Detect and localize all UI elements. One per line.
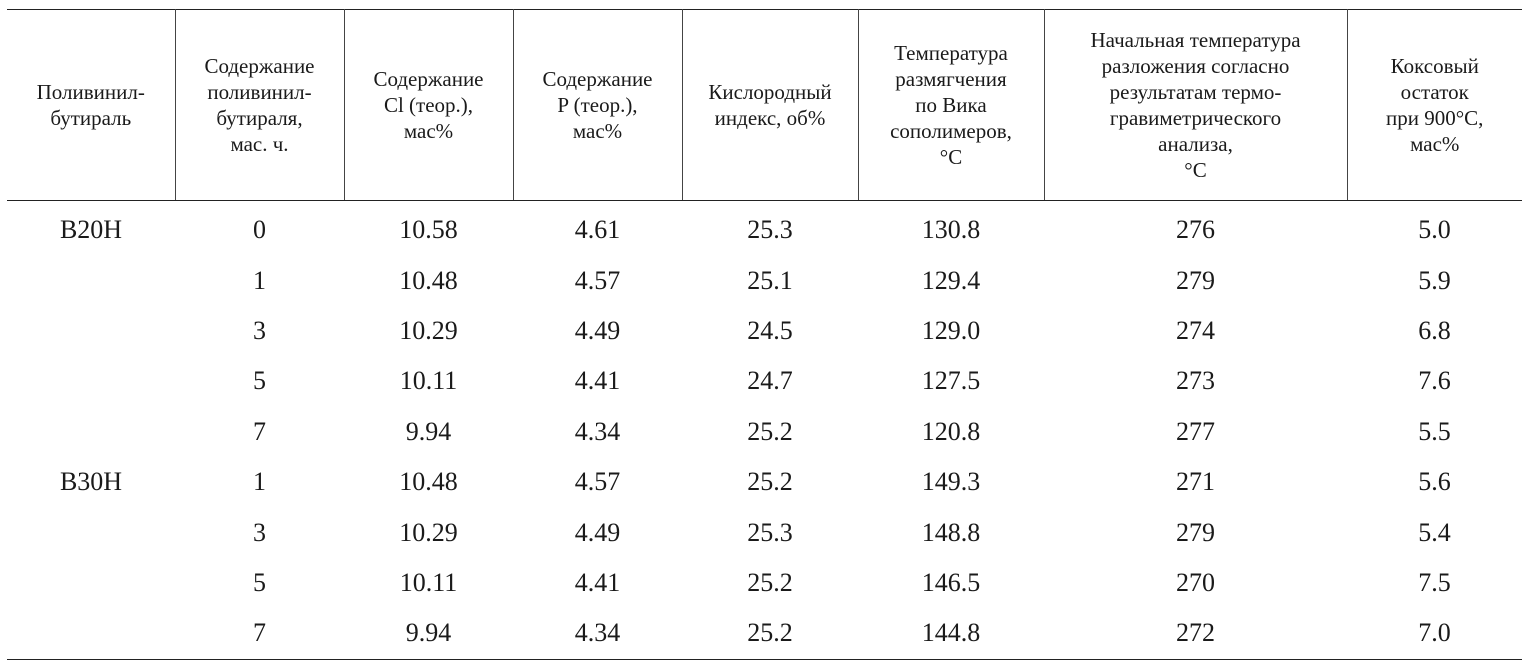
pvb-grade-cell	[7, 507, 175, 557]
pvb-content-cell: 3	[253, 315, 266, 345]
cl-content-cell: 9.94	[405, 416, 452, 446]
table-row: 3 10.29 4.49 25.3 148.8 279 5.4	[7, 507, 1522, 557]
char-residue-cell: 5.6	[1418, 467, 1451, 497]
oxygen-index-cell: 25.3	[747, 215, 793, 245]
pvb-content-cell: 5	[253, 567, 266, 597]
p-content-cell: 4.49	[574, 315, 621, 345]
pvb-grade-cell: B30H	[59, 467, 123, 497]
oxygen-index-cell: 24.7	[747, 366, 793, 396]
header-polyvinyl-butyral: Поливинил- бутираль	[7, 9, 176, 201]
char-residue-cell: 7.6	[1418, 366, 1451, 396]
pvb-grade-cell	[7, 407, 175, 457]
vicat-temperature-cell: 130.8	[921, 215, 981, 245]
table-row: B20H 0 10.58 4.61 25.3 130.8 276 5.0	[7, 201, 1522, 256]
cl-content-cell: 9.94	[344, 608, 513, 660]
table-row: 5 10.11 4.41 24.7 127.5 273 7.6	[7, 356, 1522, 406]
data-table-container: Поливинил- бутираль Содержание поливинил…	[7, 9, 1522, 660]
table-row: B30H 1 10.48 4.57 25.2 149.3 271 5.6	[7, 457, 1522, 507]
oxygen-index-cell: 24.5	[747, 315, 793, 345]
p-content-cell: 4.41	[574, 567, 621, 597]
oxygen-index-cell: 25.2	[682, 608, 858, 660]
p-content-cell: 4.57	[574, 265, 621, 295]
cl-content-cell: 10.11	[399, 567, 458, 597]
header-cl-content: Содержание Cl (теор.), мас%	[344, 9, 514, 201]
header-pvb-content: Содержание поливинил- бутираля, мас. ч.	[175, 9, 345, 201]
table-row: 7 9.94 4.34 25.2 144.8 272 7.0	[7, 608, 1522, 660]
p-content-cell: 4.34	[513, 608, 682, 660]
pvb-content-cell: 7	[253, 416, 266, 446]
vicat-temperature-cell: 146.5	[921, 567, 981, 597]
p-content-cell: 4.34	[574, 416, 621, 446]
decomposition-temperature-cell: 273	[1176, 366, 1215, 396]
oxygen-index-cell: 25.2	[747, 567, 793, 597]
p-content-cell: 4.57	[574, 467, 621, 497]
decomposition-temperature-cell: 276	[1176, 215, 1215, 245]
header-char-residue: Коксовый остаток при 900°C, мас%	[1347, 9, 1522, 201]
pvb-content-cell: 1	[253, 467, 266, 497]
vicat-temperature-cell: 144.8	[858, 608, 1044, 660]
vicat-temperature-cell: 129.0	[921, 315, 981, 345]
char-residue-cell: 7.5	[1418, 567, 1451, 597]
pvb-content-cell: 3	[253, 517, 266, 547]
char-residue-cell: 5.0	[1418, 215, 1451, 245]
char-residue-cell: 5.4	[1418, 517, 1451, 547]
pvb-content-cell: 0	[253, 215, 266, 245]
table-row: 3 10.29 4.49 24.5 129.0 274 6.8	[7, 306, 1522, 356]
pvb-grade-cell	[7, 356, 175, 406]
header-row: Поливинил- бутираль Содержание поливинил…	[7, 9, 1522, 201]
oxygen-index-cell: 25.2	[747, 467, 793, 497]
pvb-content-cell: 7	[175, 608, 344, 660]
p-content-cell: 4.41	[574, 366, 621, 396]
cl-content-cell: 10.29	[399, 517, 458, 547]
oxygen-index-cell: 25.2	[747, 416, 793, 446]
p-content-cell: 4.49	[574, 517, 621, 547]
vicat-temperature-cell: 149.3	[921, 467, 981, 497]
header-decomposition-temperature: Начальная температура разложения согласн…	[1044, 9, 1348, 201]
table-row: 1 10.48 4.57 25.1 129.4 279 5.9	[7, 255, 1522, 305]
vicat-temperature-cell: 120.8	[921, 416, 981, 446]
cl-content-cell: 10.58	[399, 215, 458, 245]
oxygen-index-cell: 25.3	[747, 517, 793, 547]
pvb-grade-cell	[7, 255, 175, 305]
pvb-grade-cell: B20H	[59, 215, 123, 245]
pvb-grade-cell	[7, 306, 175, 356]
pvb-grade-cell	[7, 558, 175, 608]
decomposition-temperature-cell: 272	[1044, 608, 1347, 660]
cl-content-cell: 10.48	[399, 467, 458, 497]
decomposition-temperature-cell: 271	[1176, 467, 1215, 497]
header-vicat-temperature: Температура размягчения по Вика сополиме…	[858, 9, 1045, 201]
p-content-cell: 4.61	[574, 215, 621, 245]
char-residue-cell: 5.9	[1418, 265, 1451, 295]
table-row: 5 10.11 4.41 25.2 146.5 270 7.5	[7, 558, 1522, 608]
header-oxygen-index: Кислородный индекс, об%	[682, 9, 859, 201]
vicat-temperature-cell: 127.5	[921, 366, 981, 396]
oxygen-index-cell: 25.1	[747, 265, 793, 295]
header-p-content: Содержание P (теор.), мас%	[513, 9, 683, 201]
char-residue-cell: 6.8	[1418, 315, 1451, 345]
pvb-content-cell: 5	[253, 366, 266, 396]
decomposition-temperature-cell: 279	[1176, 517, 1215, 547]
decomposition-temperature-cell: 270	[1176, 567, 1215, 597]
decomposition-temperature-cell: 279	[1176, 265, 1215, 295]
char-residue-cell: 7.0	[1347, 608, 1522, 660]
vicat-temperature-cell: 129.4	[921, 265, 981, 295]
pvb-grade-cell	[7, 608, 175, 660]
data-table: Поливинил- бутираль Содержание поливинил…	[7, 9, 1522, 660]
pvb-content-cell: 1	[253, 265, 266, 295]
table-row: 7 9.94 4.34 25.2 120.8 277 5.5	[7, 407, 1522, 457]
cl-content-cell: 10.29	[399, 315, 458, 345]
decomposition-temperature-cell: 274	[1176, 315, 1215, 345]
table-body: B20H 0 10.58 4.61 25.3 130.8 276 5.0 1 10.48 4.57 2…	[7, 201, 1522, 660]
vicat-temperature-cell: 148.8	[921, 517, 981, 547]
cl-content-cell: 10.11	[399, 366, 458, 396]
cl-content-cell: 10.48	[399, 265, 458, 295]
char-residue-cell: 5.5	[1418, 416, 1451, 446]
decomposition-temperature-cell: 277	[1176, 416, 1215, 446]
